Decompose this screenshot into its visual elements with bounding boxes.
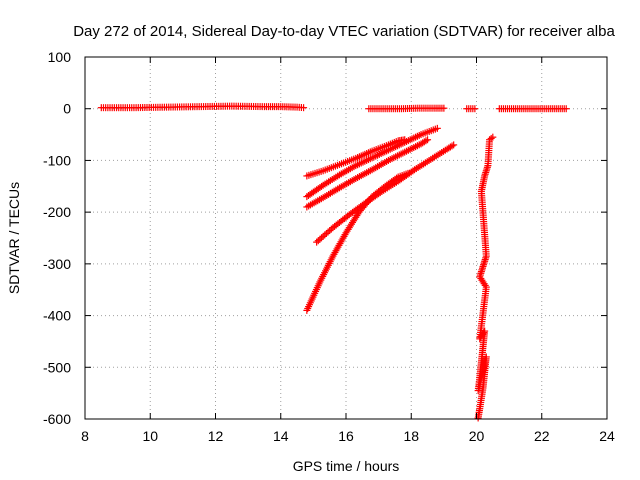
data-series — [97, 102, 308, 112]
y-tick-label: -600 — [43, 411, 71, 427]
x-tick-label: 16 — [338, 428, 354, 444]
data-series — [303, 169, 412, 314]
y-tick-label: -200 — [43, 204, 71, 220]
y-tick-label: -100 — [43, 152, 71, 168]
data-series — [365, 104, 448, 113]
y-axis-label: SDTVAR / TECUs — [6, 182, 22, 294]
x-tick-label: 14 — [273, 428, 289, 444]
y-tick-label: -500 — [43, 359, 71, 375]
data-point — [448, 142, 456, 150]
chart-title: Day 272 of 2014, Sidereal Day-to-day VTE… — [73, 23, 615, 40]
y-tick-label: 100 — [48, 49, 72, 65]
data-point — [440, 104, 448, 112]
y-tick-label: -300 — [43, 256, 71, 272]
data-point — [474, 414, 482, 422]
x-tick-label: 20 — [469, 428, 485, 444]
data-point — [433, 124, 441, 132]
data-series — [313, 141, 458, 246]
y-tick-label: 0 — [63, 101, 71, 117]
x-tick-label: 22 — [534, 428, 550, 444]
data-series — [495, 105, 570, 113]
x-tick-label: 24 — [599, 428, 615, 444]
data-point — [424, 136, 432, 144]
data-series — [463, 105, 479, 113]
y-tick-label: -400 — [43, 308, 71, 324]
data-point — [450, 141, 458, 149]
x-tick-label: 18 — [403, 428, 419, 444]
data-point — [562, 105, 570, 113]
x-tick-label: 12 — [208, 428, 224, 444]
data-point — [481, 281, 489, 289]
data-marks — [97, 102, 570, 422]
data-series — [303, 124, 441, 201]
data-point — [422, 137, 430, 145]
data-series — [303, 136, 409, 180]
x-axis-label: GPS time / hours — [293, 458, 400, 474]
data-point — [393, 174, 401, 182]
data-point — [404, 169, 412, 177]
x-tick-label: 8 — [81, 428, 89, 444]
data-point — [300, 104, 308, 112]
data-series — [474, 133, 497, 422]
data-series — [303, 136, 432, 211]
axis-ticks: 8 10 12 14 16 18 20 22 24 100 0 -100 -200 -300 -400 -50… — [43, 49, 615, 444]
data-point — [471, 105, 479, 113]
x-tick-label: 10 — [142, 428, 158, 444]
